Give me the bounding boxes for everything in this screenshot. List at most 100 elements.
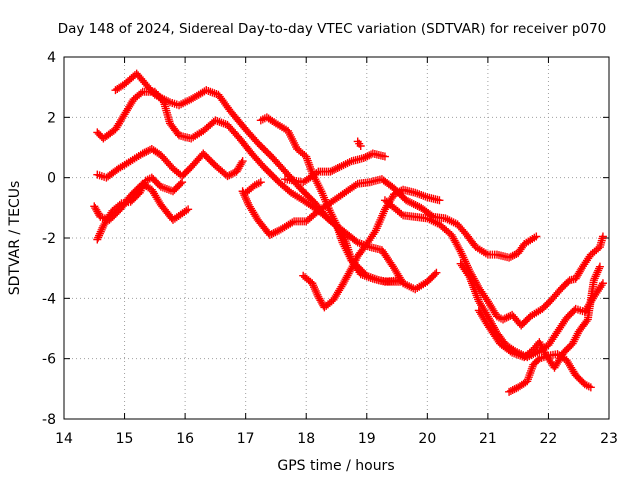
data-point [435, 196, 444, 205]
y-tick-label: 0 [47, 171, 56, 187]
x-tick-label: 14 [55, 431, 73, 447]
series-track-5 [93, 173, 187, 244]
series-track-8 [256, 113, 405, 286]
series-track-2 [93, 87, 405, 286]
data-point [142, 147, 151, 156]
data-point [310, 285, 319, 294]
data-point [258, 115, 267, 124]
data-point [184, 205, 193, 214]
data-point [595, 262, 604, 271]
data-point [237, 158, 246, 167]
series-track-6 [238, 175, 541, 262]
y-tick-label: -4 [42, 291, 56, 307]
y-tick-label: -2 [42, 231, 56, 247]
data-point [308, 279, 317, 288]
data-point [397, 209, 406, 218]
data-point [267, 230, 276, 239]
data-point [242, 196, 251, 205]
data-point [326, 167, 335, 176]
y-axis-label: SDTVAR / TECUs [7, 181, 23, 296]
chart-title: Day 148 of 2024, Sidereal Day-to-day VTE… [58, 21, 607, 37]
data-point [288, 218, 297, 227]
data-point [510, 385, 519, 394]
x-tick-label: 19 [358, 431, 376, 447]
data-point [95, 231, 104, 240]
data-point [506, 252, 515, 261]
data-point [363, 152, 372, 161]
data-point [311, 287, 320, 296]
data-point [430, 270, 439, 279]
data-point [592, 270, 601, 279]
data-point [404, 197, 413, 206]
data-point [506, 386, 515, 395]
data-point [411, 201, 420, 210]
data-point [223, 172, 232, 181]
data-point [409, 200, 418, 209]
data-point [457, 249, 466, 258]
data-point [310, 283, 319, 292]
data-point [402, 196, 411, 205]
data-point [584, 382, 593, 391]
data-point [593, 268, 602, 277]
data-point [312, 288, 321, 297]
x-tick-label: 15 [116, 431, 134, 447]
series-track-3 [93, 145, 247, 182]
data-point [532, 232, 541, 241]
x-tick-label: 18 [297, 431, 315, 447]
data-point [510, 250, 519, 259]
data-point [597, 281, 606, 290]
data-point [502, 313, 511, 322]
data-point [97, 225, 106, 234]
data-point [455, 245, 464, 254]
data-point [508, 386, 517, 395]
data-point [309, 281, 318, 290]
series-track-7 [241, 178, 265, 197]
data-point [361, 153, 370, 162]
data-point [330, 165, 339, 174]
data-point [380, 152, 389, 161]
data-point [586, 383, 595, 392]
data-point [405, 198, 414, 207]
data-point [508, 251, 517, 260]
data-point [333, 164, 342, 173]
x-tick-label: 16 [176, 431, 194, 447]
grid-lines [64, 57, 609, 419]
data-point [225, 171, 234, 180]
series-track-14 [474, 262, 604, 372]
data-point [413, 201, 422, 210]
data-point [328, 166, 337, 175]
data-point [598, 232, 607, 241]
data-point [182, 206, 191, 215]
data-point [331, 164, 340, 173]
x-tick-label: 23 [600, 431, 618, 447]
data-point [396, 277, 405, 286]
data-point [254, 179, 263, 188]
y-tick-label: -8 [42, 412, 56, 428]
data-point [136, 89, 145, 98]
data-point [505, 387, 514, 396]
data-point [227, 170, 236, 179]
data-point [393, 188, 402, 197]
x-tick-label: 20 [418, 431, 436, 447]
data-point [265, 230, 274, 239]
data-series [90, 69, 607, 396]
data-point [370, 228, 379, 237]
data-point [589, 276, 598, 285]
data-point [591, 272, 600, 281]
y-tick-label: 2 [47, 110, 56, 126]
data-point [176, 179, 185, 188]
data-point [140, 148, 149, 157]
data-point [459, 253, 468, 262]
y-tick-label: -6 [42, 352, 56, 368]
data-point [271, 228, 280, 237]
x-tick-label: 22 [540, 431, 558, 447]
data-point [359, 154, 368, 163]
series-track-15 [505, 350, 595, 396]
data-point [432, 268, 441, 277]
data-point [499, 315, 508, 324]
data-point [500, 314, 509, 323]
data-point [351, 181, 360, 190]
axis-ticks: 14 15 16 17 18 19 20 21 22 23 -8 -6 -4 -2 0 2 4 [42, 50, 618, 447]
data-point [238, 157, 247, 166]
